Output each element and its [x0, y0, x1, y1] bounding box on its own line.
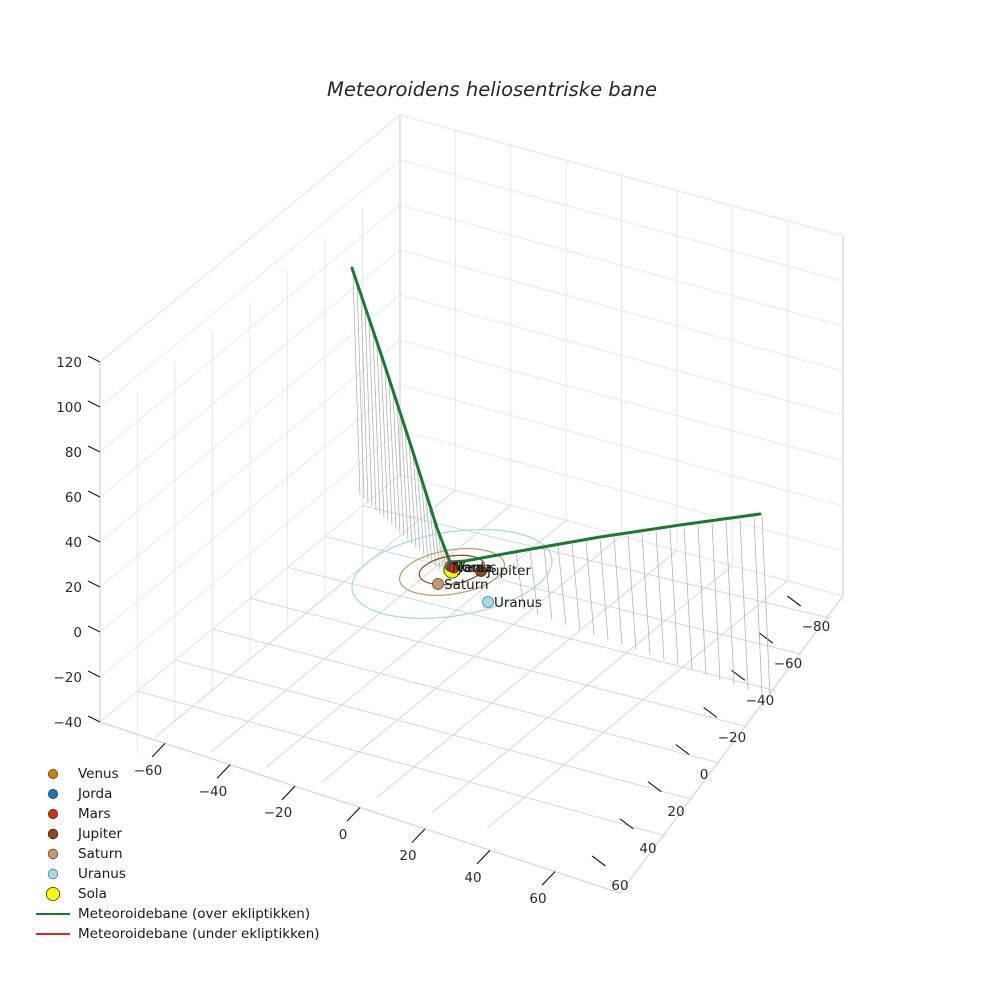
legend-label-mars: Mars	[78, 806, 111, 822]
axis-y-ticks: 60 40 20 0 −20 −40 −60 −80	[591, 595, 831, 894]
z-tick-label: 60	[65, 490, 82, 506]
legend-item-trajectory-over[interactable]: Meteoroidebane (over ekliptikken)	[36, 906, 310, 922]
y-tick-label: 60	[611, 878, 628, 894]
body-marker-saturn	[432, 578, 444, 590]
y-tick-label: 40	[639, 841, 656, 857]
body-label-uranus: Uranus	[494, 595, 542, 611]
legend-marker-sola-icon	[45, 886, 61, 902]
celestial-body-labels: Venus Jorda Mars Jupiter Saturn Uranus	[444, 560, 542, 611]
legend-label-venus: Venus	[78, 766, 119, 782]
page-title: Meteoroidens heliosentriske bane	[327, 78, 657, 101]
legend-label-sola: Sola	[78, 886, 107, 902]
axis-z-ticks: −40 −20 0 20 40 60 80 100 120	[54, 355, 101, 731]
legend-item-uranus[interactable]: Uranus	[47, 866, 126, 882]
legend-item-venus[interactable]: Venus	[48, 766, 119, 782]
legend-item-trajectory-under[interactable]: Meteoroidebane (under ekliptikken)	[36, 926, 320, 942]
legend-marker-saturn-icon	[47, 848, 59, 860]
y-tick-label: −40	[746, 693, 775, 709]
orbit-uranus	[351, 528, 553, 620]
x-tick-label: 60	[529, 891, 546, 907]
z-tick-label: 80	[65, 445, 82, 461]
axis-x-ticks: −60 −40 −20 0 20 40 60	[134, 743, 556, 907]
legend-label-jorda: Jorda	[77, 786, 112, 802]
legend-marker-uranus-icon	[47, 868, 59, 880]
z-tick-label: −40	[54, 715, 83, 731]
x-tick-label: 40	[464, 870, 481, 886]
body-label-mars: Mars	[452, 560, 485, 576]
legend-label-uranus: Uranus	[78, 866, 126, 882]
meteoroid-trajectory-over-ecliptic	[350, 266, 762, 564]
legend-label-saturn: Saturn	[78, 846, 123, 862]
y-tick-label: 0	[700, 767, 709, 783]
legend-marker-jorda-icon	[48, 789, 59, 800]
celestial-bodies	[432, 560, 494, 608]
x-tick-label: −40	[199, 784, 228, 800]
x-tick-label: −60	[134, 763, 163, 779]
legend-item-saturn[interactable]: Saturn	[47, 846, 123, 862]
z-tick-label: 0	[73, 625, 82, 641]
y-tick-label: −80	[802, 619, 831, 635]
legend-item-sola[interactable]: Sola	[45, 886, 107, 902]
z-tick-label: 20	[65, 580, 82, 596]
orbit-jupiter	[418, 554, 486, 586]
body-marker-jupiter	[475, 565, 487, 577]
z-tick-label: 40	[65, 535, 82, 551]
legend-marker-mars-icon	[48, 809, 59, 820]
body-marker-mars	[448, 562, 460, 574]
z-tick-label: 120	[56, 355, 82, 371]
legend-label-trajectory-over: Meteoroidebane (over ekliptikken)	[78, 906, 310, 922]
x-tick-label: 0	[339, 827, 348, 843]
x-tick-label: −20	[264, 805, 293, 821]
legend-item-jorda[interactable]: Jorda	[48, 786, 112, 802]
y-tick-label: −60	[774, 656, 803, 672]
grid-floor	[137, 489, 831, 837]
legend-item-jupiter[interactable]: Jupiter	[47, 826, 122, 842]
legend-marker-jupiter-icon	[47, 828, 59, 840]
body-label-saturn: Saturn	[444, 577, 489, 593]
y-tick-label: 20	[667, 804, 684, 820]
legend-marker-venus-icon	[48, 769, 59, 780]
body-marker-uranus	[482, 596, 494, 608]
legend-item-mars[interactable]: Mars	[48, 806, 111, 822]
legend-label-jupiter: Jupiter	[77, 826, 122, 842]
z-tick-label: −20	[54, 670, 83, 686]
orbit-saturn	[398, 548, 506, 596]
x-tick-label: 20	[399, 848, 416, 864]
trajectory-stems-right	[515, 514, 771, 699]
legend-label-trajectory-under: Meteoroidebane (under ekliptikken)	[78, 926, 320, 942]
z-tick-label: 100	[56, 400, 82, 416]
legend: Venus Jorda Mars Jupiter Saturn Uranus	[36, 766, 320, 942]
body-label-venus: Venus	[456, 560, 497, 576]
body-label-jorda: Jorda	[457, 560, 492, 576]
orbit-ellipses	[351, 528, 553, 620]
y-tick-label: −20	[718, 730, 747, 746]
body-label-jupiter: Jupiter	[486, 563, 531, 579]
